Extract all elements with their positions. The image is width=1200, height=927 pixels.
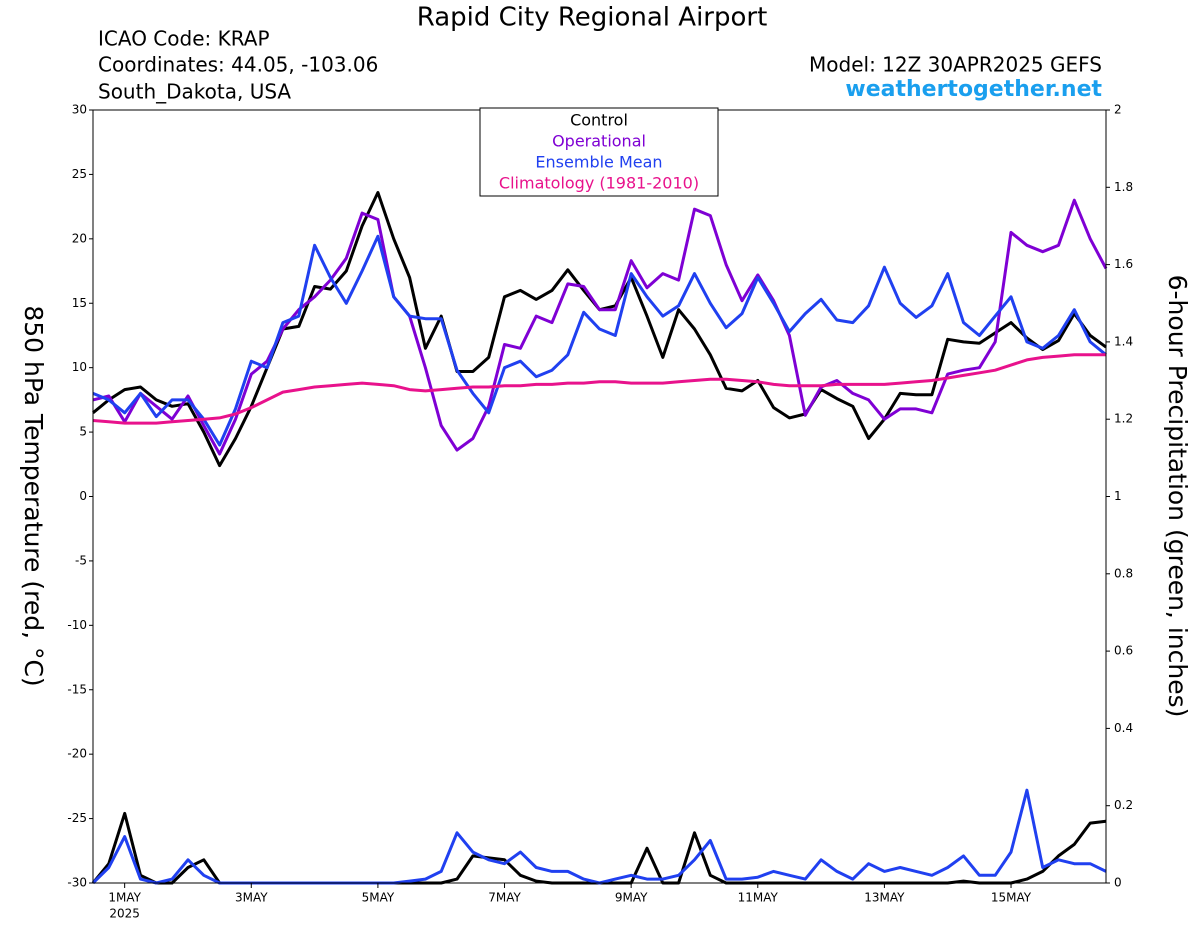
x-tick-label: 1MAY: [108, 891, 141, 905]
y2-tick-label: 0.8: [1114, 566, 1133, 580]
y2-tick-label: 1.2: [1114, 412, 1133, 426]
legend-entry: Climatology (1981-2010): [499, 174, 699, 193]
x-tick-label: 5MAY: [362, 891, 395, 905]
y-tick-label: -15: [67, 682, 87, 696]
y-tick-label: 5: [79, 425, 87, 439]
model-label: Model: 12Z 30APR2025 GEFS: [809, 53, 1102, 77]
y-tick-label: -25: [67, 811, 87, 825]
x-tick-label: 15MAY: [991, 891, 1032, 905]
x-tick-label: 7MAY: [488, 891, 521, 905]
x-tick-label: 9MAY: [615, 891, 648, 905]
temperature-line: [92, 234, 1107, 447]
x-tick-label: 11MAY: [738, 891, 779, 905]
x-tick-label: 3MAY: [235, 891, 268, 905]
y2-axis-title: 6-hour Precipitation (green, inches): [1163, 275, 1192, 718]
y2-tick-label: 1.4: [1114, 334, 1133, 348]
site-label: weathertogether.net: [845, 77, 1102, 102]
y2-tick-label: 1.8: [1114, 180, 1133, 194]
x-year-label: 2025: [109, 907, 140, 921]
station-code: ICAO Code: KRAP: [98, 27, 270, 51]
y-tick-label: 10: [72, 360, 87, 374]
legend-entry: Operational: [552, 132, 646, 151]
legend-entry: Control: [570, 111, 628, 130]
y-tick-label: -20: [67, 747, 87, 761]
y2-tick-label: 0: [1114, 876, 1122, 890]
precip-line: [91, 788, 1107, 885]
y2-tick-label: 0.6: [1114, 644, 1133, 658]
y-tick-label: 15: [72, 296, 87, 310]
y-tick-label: -5: [75, 553, 87, 567]
y-tick-label: 0: [79, 489, 87, 503]
x-tick-label: 13MAY: [864, 891, 905, 905]
y2-tick-label: 0.2: [1114, 798, 1133, 812]
plot-frame: [92, 109, 1107, 884]
chart-title: Rapid City Regional Airport: [417, 3, 768, 33]
y-axis-title: 850 hPa Temperature (red, °C): [19, 305, 48, 686]
y2-tick-label: 2: [1114, 103, 1122, 117]
y-tick-label: 30: [72, 103, 87, 117]
y-tick-label: 25: [72, 167, 87, 181]
y2-tick-label: 1.6: [1114, 257, 1133, 271]
temperature-line: [92, 353, 1106, 425]
y2-tick-label: 1: [1114, 489, 1122, 503]
y-tick-label: 20: [72, 231, 87, 245]
y-tick-label: -10: [67, 618, 87, 632]
legend-box: [479, 107, 719, 197]
precip-line: [91, 811, 1107, 885]
legend-entry: Ensemble Mean: [535, 153, 662, 172]
station-place: South_Dakota, USA: [98, 80, 291, 104]
station-coords: Coordinates: 44.05, -103.06: [98, 53, 378, 77]
y2-tick-label: 0.4: [1114, 721, 1133, 735]
y-tick-label: -30: [67, 876, 87, 890]
